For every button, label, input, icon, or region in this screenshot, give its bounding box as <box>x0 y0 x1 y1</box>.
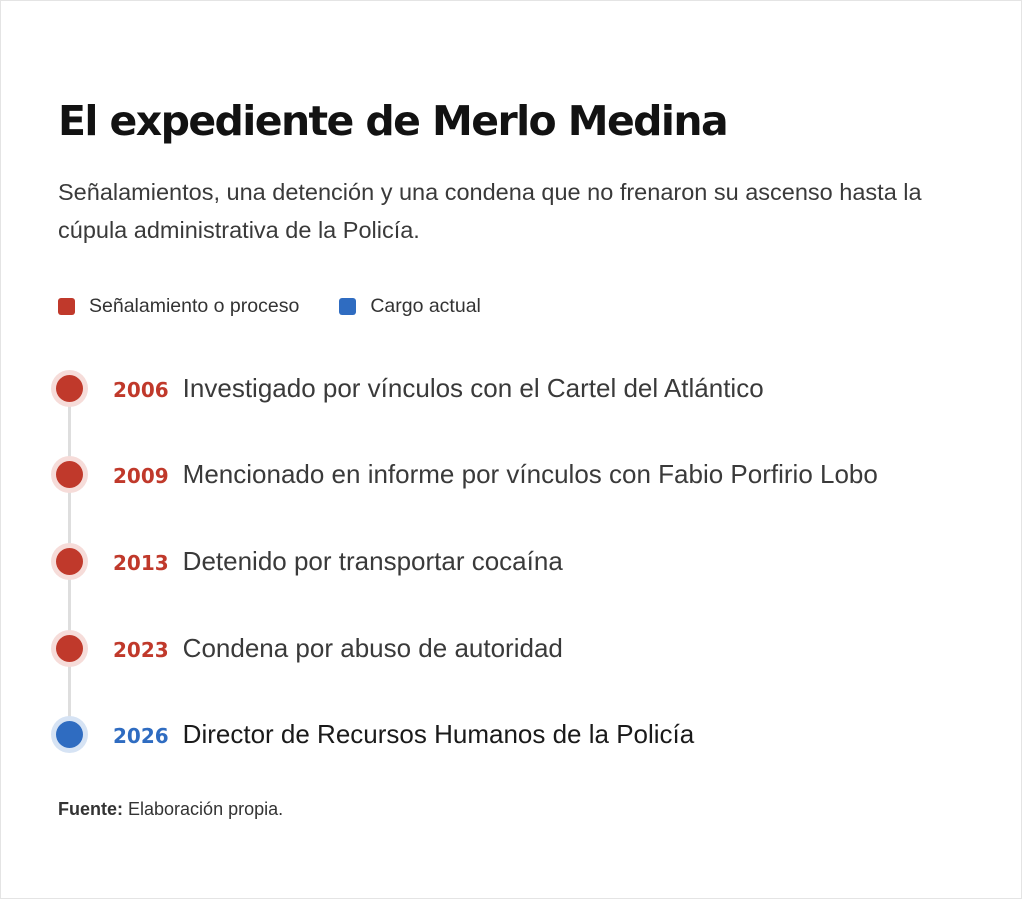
event-year: 2023 <box>113 638 169 662</box>
source-note: Fuente: Elaboración propia. <box>58 799 283 820</box>
event-description: Mencionado en informe por vínculos con F… <box>182 459 878 489</box>
legend-label-process: Señalamiento o proceso <box>89 295 300 317</box>
event-year: 2009 <box>113 464 169 488</box>
timeline-dot-process <box>56 461 83 488</box>
timeline-dot-process <box>56 375 83 402</box>
event-description: Condena por abuso de autoridad <box>182 633 563 663</box>
timeline-dot-process <box>56 548 83 575</box>
legend-swatch-current <box>339 298 357 315</box>
timeline-event-2009: 2009 Mencionado en informe por vínculos c… <box>1 454 1001 494</box>
legend-label-current: Cargo actual <box>370 295 481 317</box>
source-text: Elaboración propia. <box>128 799 284 819</box>
event-description: Investigado por vínculos con el Cartel d… <box>182 373 764 403</box>
legend: Señalamiento o proceso Cargo actual <box>58 295 521 318</box>
legend-swatch-process <box>58 298 75 315</box>
timeline-dot-process <box>56 635 83 662</box>
timeline-event-2013: 2013 Detenido por transportar cocaína <box>1 541 1001 581</box>
page-subtitle: Señalamientos, una detención y una conde… <box>58 179 922 243</box>
event-year: 2013 <box>113 551 169 575</box>
event-year: 2006 <box>113 378 169 402</box>
page-title: El expediente de Merlo Medina <box>58 97 729 145</box>
event-year: 2026 <box>113 724 169 748</box>
timeline-event-2023: 2023 Condena por abuso de autoridad <box>1 628 1001 668</box>
timeline-event-text: 2013 Detenido por transportar cocaína <box>113 541 563 586</box>
source-label: Fuente: <box>58 799 123 819</box>
timeline-dot-current <box>56 721 83 748</box>
legend-item-current: Cargo actual <box>339 295 481 318</box>
legend-item-process: Señalamiento o proceso <box>58 295 299 318</box>
timeline-event-text: 2026 Director de Recursos Humanos de la P… <box>113 714 694 759</box>
timeline-event-text: 2009 Mencionado en informe por vínculos c… <box>113 454 878 499</box>
timeline-event-2006: 2006 Investigado por vínculos con el Cart… <box>1 368 1001 408</box>
timeline-event-text: 2023 Condena por abuso de autoridad <box>113 628 563 673</box>
timeline-event-2026: 2026 Director de Recursos Humanos de la P… <box>1 714 1001 754</box>
event-description: Director de Recursos Humanos de la Polic… <box>182 719 695 749</box>
timeline-event-text: 2006 Investigado por vínculos con el Cart… <box>113 368 764 413</box>
event-description: Detenido por transportar cocaína <box>182 546 563 576</box>
